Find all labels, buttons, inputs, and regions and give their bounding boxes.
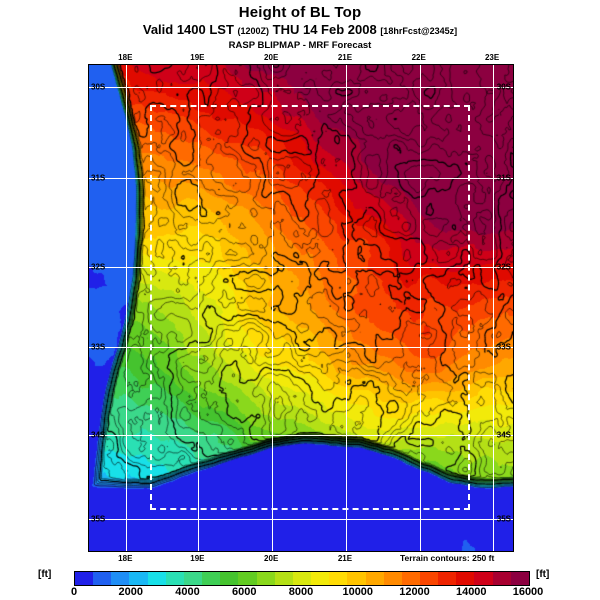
- lon-tick-top: 22E: [411, 53, 426, 62]
- lon-tick-top: 19E: [190, 53, 205, 62]
- valid-time-utc: (1200Z): [237, 26, 270, 36]
- colorbar-unit-left: [ft]: [38, 569, 52, 580]
- colorbar-segment: [383, 572, 402, 585]
- colorbar-segment: [329, 572, 348, 585]
- colorbar-segment: [347, 572, 366, 585]
- bl-top-height-field: [89, 65, 513, 551]
- colorbar-segment: [202, 572, 221, 585]
- colorbar-segment: [93, 572, 112, 585]
- colorbar-tick-label: 0: [70, 586, 78, 598]
- lon-tick-top: 20E: [264, 53, 279, 62]
- colorbar-tick-label: 6000: [232, 586, 257, 598]
- lat-tick-right: 33S: [496, 342, 511, 352]
- colorbar-segment: [111, 572, 130, 585]
- colorbar-tick-label: 12000: [399, 586, 430, 598]
- lon-tick-bottom: 19E: [190, 554, 205, 563]
- colorbar-tick-label: 4000: [175, 586, 200, 598]
- terrain-contour-note: Terrain contours: 250 ft: [400, 553, 495, 563]
- model-line: RASP BLIPMAP - MRF Forecast: [228, 40, 372, 51]
- colorbar-segment: [274, 572, 293, 585]
- lat-tick-right: 35S: [496, 514, 511, 524]
- lon-tick-bottom: 18E: [118, 554, 133, 563]
- lat-tick-right: 30S: [496, 82, 511, 92]
- colorbar-segment: [183, 572, 203, 585]
- colorbar-segment: [220, 572, 239, 585]
- colorbar-segment: [419, 572, 439, 585]
- lon-tick-bottom: 20E: [264, 554, 279, 563]
- page-title: Height of BL Top: [238, 4, 362, 21]
- colorbar-unit-right: [ft]: [536, 569, 550, 580]
- map-panel[interactable]: 30S 31S 32S 33S 34S 35S 30S 31S 32S 33S 34S 35S: [88, 64, 514, 552]
- lat-tick-right: 31S: [496, 173, 511, 183]
- valid-time-main: Valid 1400 LST: [142, 22, 238, 37]
- lat-tick-left: 33S: [91, 342, 106, 352]
- colorbar-segment: [147, 572, 166, 585]
- lon-tick-bottom: 21E: [337, 554, 353, 563]
- colorbar-segment: [438, 572, 457, 585]
- lon-tick-top: 18E: [118, 53, 133, 62]
- colorbar-segment: [292, 572, 312, 585]
- lat-tick-left: 34S: [91, 430, 106, 440]
- lat-tick-left: 31S: [91, 173, 106, 183]
- colorbar-segment: [165, 572, 184, 585]
- colorbar-segment: [456, 572, 475, 585]
- colorbar-tick-label: 10000: [342, 586, 374, 598]
- colorbar-tick-label: 8000: [288, 586, 314, 598]
- forecast-stamp: [18hrFcst@2345z]: [380, 26, 458, 36]
- colorbar-segment: [129, 572, 148, 585]
- colorbar-segment: [256, 572, 275, 585]
- lat-tick-left: 35S: [91, 514, 106, 524]
- lat-tick-left: 30S: [91, 82, 106, 92]
- valid-time-date: THU 14 Feb 2008: [269, 22, 381, 37]
- lat-tick-left: 32S: [91, 262, 106, 272]
- title-block: Height of BL Top Valid 1400 LST (1200Z) …: [0, 4, 600, 52]
- lon-tick-top: 23E: [484, 53, 500, 62]
- lon-tick-top: 21E: [337, 53, 353, 62]
- lat-tick-right: 34S: [496, 430, 511, 440]
- colorbar-segment: [238, 572, 257, 585]
- colorbar-tick-label: 14000: [455, 586, 487, 598]
- colorbar[interactable]: [74, 571, 530, 586]
- colorbar-segment: [311, 572, 330, 585]
- valid-time-line: Valid 1400 LST (1200Z) THU 14 Feb 2008 […: [0, 22, 600, 39]
- lat-tick-right: 32S: [496, 262, 511, 272]
- colorbar-tick-label: 2000: [118, 586, 143, 598]
- colorbar-segment: [474, 572, 493, 585]
- colorbar-segment: [401, 572, 420, 585]
- colorbar-segment: [75, 572, 94, 585]
- colorbar-segment: [510, 572, 529, 585]
- colorbar-segment: [365, 572, 384, 585]
- colorbar-segment: [492, 572, 511, 585]
- colorbar-tick-label: 16000: [512, 586, 544, 598]
